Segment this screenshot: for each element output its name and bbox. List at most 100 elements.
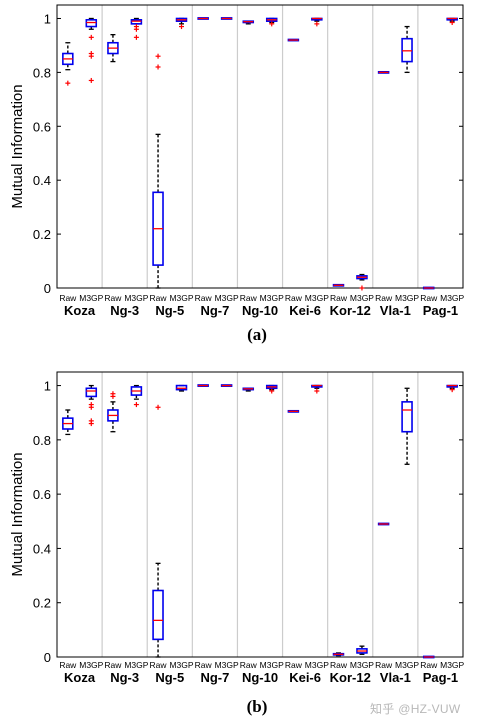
outlier-marker (359, 285, 365, 291)
method-label: M3GP (305, 293, 329, 303)
method-label: M3GP (350, 293, 374, 303)
box-vla-1-raw (377, 70, 390, 74)
method-label: M3GP (79, 660, 103, 670)
method-label: Raw (150, 660, 168, 670)
group-label: Kor-12 (330, 670, 371, 685)
method-label: Raw (104, 293, 122, 303)
box-pag-1-m3gp (446, 384, 458, 393)
group-label: Vla-1 (380, 670, 411, 685)
y-axis-label: Mutual Information (9, 84, 26, 208)
box-ng-7-m3gp (220, 17, 233, 20)
method-label: M3GP (124, 293, 148, 303)
group-label: Ng-3 (110, 670, 139, 685)
box-kor-12-raw (332, 652, 345, 657)
group-label: Kei-6 (289, 670, 321, 685)
outlier-marker (88, 34, 94, 40)
method-label: Raw (240, 660, 258, 670)
box-body (85, 387, 98, 398)
y-tick-label: 1 (44, 379, 51, 394)
box-kor-12-raw (332, 283, 345, 287)
method-label: Raw (375, 660, 393, 670)
y-tick-label: 0.8 (33, 433, 51, 448)
outlier-marker (88, 421, 94, 427)
outlier-marker (110, 393, 116, 399)
outlier-marker (155, 53, 161, 59)
y-tick-label: 1 (44, 11, 51, 26)
box-body (130, 19, 143, 25)
group-label: Ng-5 (155, 670, 184, 685)
method-label: Raw (195, 660, 213, 670)
y-tick-label: 0.6 (33, 119, 51, 134)
group-label: Pag-1 (423, 303, 458, 318)
method-label: Raw (330, 660, 348, 670)
box-ng-10-raw (242, 387, 255, 392)
box-ng-7-raw (197, 384, 209, 387)
y-tick-label: 0.2 (33, 227, 51, 242)
method-label: Raw (195, 293, 213, 303)
method-label: Raw (285, 660, 303, 670)
box-ng-5-raw (152, 53, 164, 289)
method-label: M3GP (215, 293, 239, 303)
box-ng-5-m3gp (175, 17, 188, 30)
box-koza-m3gp (85, 17, 98, 83)
box-body (152, 589, 164, 641)
y-tick-label: 0 (44, 281, 51, 296)
method-label: Raw (150, 293, 168, 303)
box-ng-3-m3gp (130, 17, 143, 40)
method-label: M3GP (305, 660, 329, 670)
y-tick-label: 0.4 (33, 173, 51, 188)
outlier-marker (88, 53, 94, 59)
box-ng-10-raw (242, 20, 255, 25)
method-label: Raw (240, 293, 258, 303)
group-label: Kor-12 (330, 303, 371, 318)
outlier-marker (88, 77, 94, 83)
y-axis-label: Mutual Information (9, 452, 26, 576)
group-label: Koza (64, 670, 96, 685)
group-label: Vla-1 (380, 303, 411, 318)
method-label: M3GP (395, 660, 419, 670)
box-vla-1-m3gp (401, 25, 413, 74)
group-label: Kei-6 (289, 303, 321, 318)
box-pag-1-m3gp (446, 17, 458, 26)
box-koza-raw (62, 42, 74, 86)
group-label: Pag-1 (423, 670, 458, 685)
box-body (401, 401, 413, 433)
box-vla-1-raw (377, 522, 390, 526)
group-label: Ng-10 (242, 670, 278, 685)
box-ng-3-m3gp (130, 384, 143, 408)
method-label: M3GP (260, 293, 284, 303)
group-label: Ng-3 (110, 303, 139, 318)
box-kei-6-m3gp (311, 17, 323, 27)
box-ng-3-raw (107, 391, 119, 433)
box-kor-12-m3gp (356, 645, 368, 655)
outlier-marker (314, 388, 320, 394)
y-tick-label: 0.2 (33, 596, 51, 611)
box-ng-3-raw (107, 33, 119, 63)
outlier-marker (155, 404, 161, 410)
box-pag-1-raw (422, 286, 435, 290)
method-label: M3GP (350, 660, 374, 670)
plot-frame (56, 371, 464, 658)
outlier-marker (269, 388, 275, 394)
panel-caption: (a) (247, 325, 267, 344)
method-label: M3GP (169, 293, 193, 303)
method-label: Raw (59, 660, 77, 670)
box-ng-5-raw (152, 404, 164, 658)
y-tick-label: 0 (44, 650, 51, 665)
y-tick-label: 0.4 (33, 541, 51, 556)
method-label: Raw (285, 293, 303, 303)
box-body (175, 384, 188, 391)
box-kei-6-m3gp (311, 384, 323, 394)
box-vla-1-m3gp (401, 387, 413, 465)
box-kei-6-raw (287, 409, 300, 413)
method-label: Raw (375, 293, 393, 303)
method-label: M3GP (440, 660, 464, 670)
method-label: M3GP (215, 660, 239, 670)
method-label: Raw (330, 293, 348, 303)
method-label: M3GP (79, 293, 103, 303)
outlier-marker (133, 402, 139, 408)
box-ng-10-m3gp (265, 17, 278, 27)
box-ng-7-raw (197, 17, 209, 20)
